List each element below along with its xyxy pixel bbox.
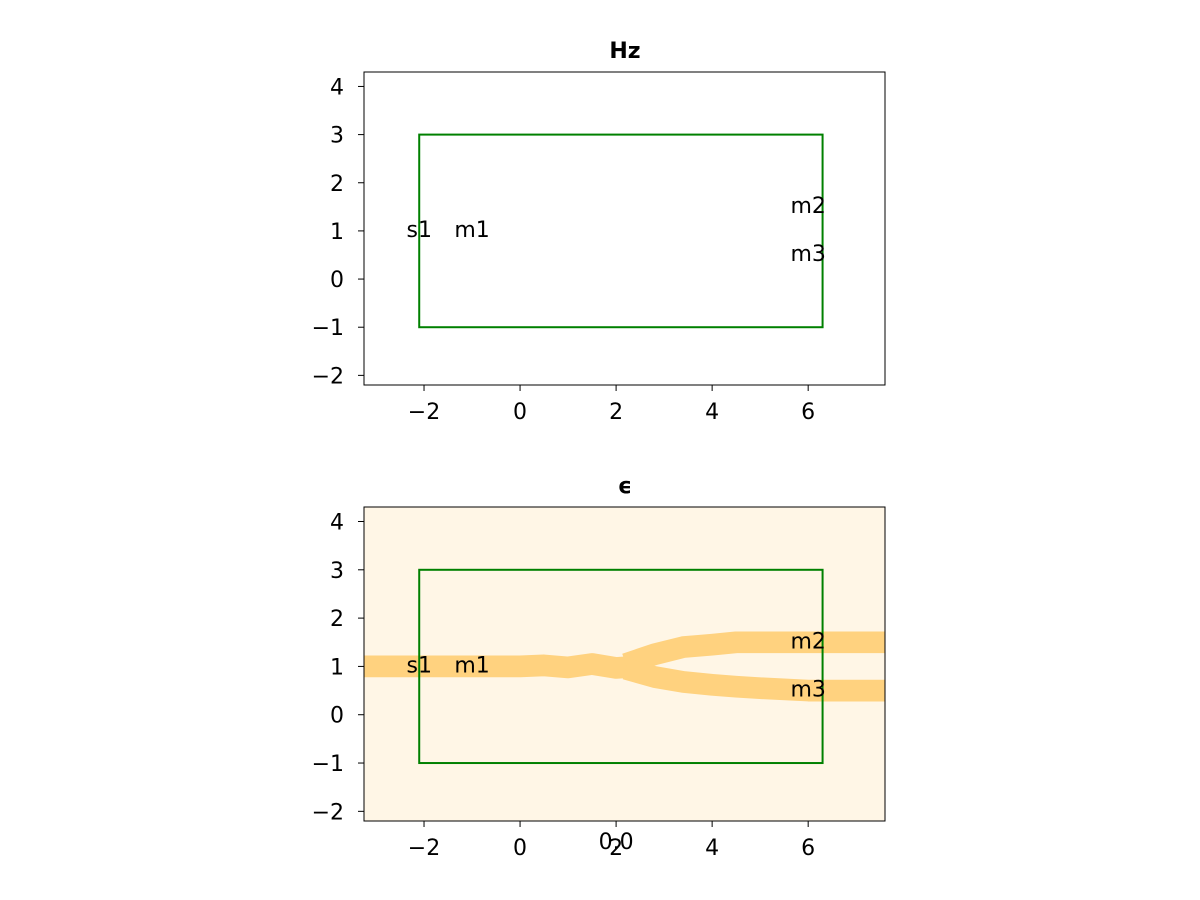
- x-tick-label: 0: [513, 400, 527, 425]
- y-tick-label: 2: [330, 172, 344, 197]
- x-tick-label: 2: [609, 836, 623, 861]
- port-label-s1: s1: [406, 218, 431, 243]
- x-tick-label: −2: [408, 836, 440, 861]
- port-label-m3: m3: [790, 242, 825, 267]
- port-label-m1: m1: [454, 218, 489, 243]
- plot-frame: [363, 71, 886, 386]
- port-label-s1: s1: [406, 653, 431, 678]
- y-tick-label: 3: [330, 559, 344, 584]
- plot-background: [364, 72, 885, 385]
- x-tick-label: 2: [609, 400, 623, 425]
- waveguide-2: [622, 658, 885, 702]
- x-tick-label: 6: [801, 400, 815, 425]
- port-label-m3: m3: [790, 678, 825, 703]
- epsilon-panel: ϵ s1 m1 m2 m3 −2 0 2 4 6 −2 −1 0 1 2 3 4 0.0: [312, 474, 886, 861]
- y-tick-label: −2: [312, 800, 344, 825]
- waveguide-1: [622, 631, 885, 675]
- y-tick-label: −1: [312, 316, 344, 341]
- y-tick-label: 4: [330, 75, 344, 100]
- y-tick-label: 4: [330, 510, 344, 535]
- y-tick-label: −1: [312, 752, 344, 777]
- y-tick-label: −2: [312, 364, 344, 389]
- x-tick-label: 6: [801, 836, 815, 861]
- x-tick-label: 0: [513, 836, 527, 861]
- y-tick-label: 0: [330, 704, 344, 729]
- design-region-box: [418, 568, 824, 765]
- waveguide-0: [364, 653, 641, 679]
- y-tick-label: 0: [330, 268, 344, 293]
- y-tick-label: 1: [330, 655, 344, 680]
- x-tick-label: 4: [705, 836, 719, 861]
- port-label-m2: m2: [790, 194, 825, 219]
- x-tick-label: −2: [408, 400, 440, 425]
- hz-panel-title: Hz: [609, 39, 640, 64]
- waveguide-layer: [364, 631, 885, 702]
- port-label-m2: m2: [790, 629, 825, 654]
- x-tick-label: 4: [705, 400, 719, 425]
- colorbar-value-label: 0.0: [599, 830, 634, 855]
- epsilon-panel-title: ϵ: [618, 474, 632, 499]
- port-label-m1: m1: [454, 653, 489, 678]
- hz-panel: Hz s1 m1 m2 m3 −2 0 2 4 6 −2 −1 0 1 2 3 4: [312, 39, 886, 425]
- design-region-box: [418, 133, 824, 329]
- y-tick-label: 3: [330, 124, 344, 149]
- y-tick-label: 2: [330, 607, 344, 632]
- y-tick-label: 1: [330, 220, 344, 245]
- plot-frame: [363, 506, 886, 822]
